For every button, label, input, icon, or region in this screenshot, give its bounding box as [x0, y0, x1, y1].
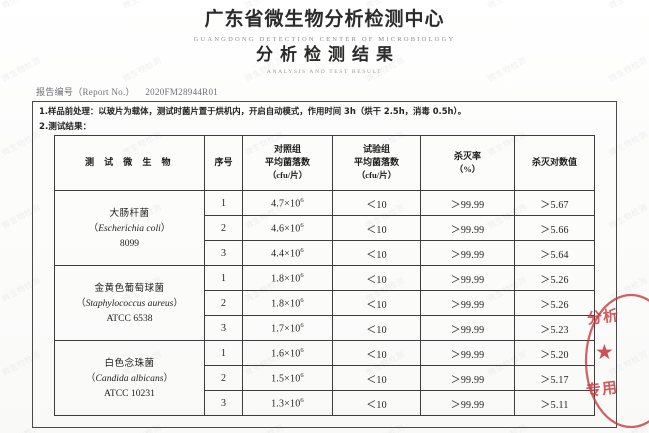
cell-seq: 3	[204, 315, 243, 341]
table-row: 3 4.4×106 ＜10 ＞99.99 ＞5.64	[55, 240, 595, 266]
cell-test-count: ＜10	[332, 340, 421, 366]
table-row: 3 1.7×106 ＜10 ＞99.99 ＞5.23	[55, 315, 595, 341]
col-header-kill-log: 杀灭对数值	[514, 135, 595, 191]
report-number-value: 2020FM28944R01	[145, 87, 219, 97]
col-header-kill-rate: 杀灭率 （%）	[420, 135, 515, 191]
cell-organism: 金黄色葡萄球菌 （Staphylococcus aureus） ATCC 6538	[54, 265, 205, 341]
cell-kill-rate: ＞99.99	[420, 390, 515, 416]
cell-kill-rate: ＞99.99	[420, 340, 515, 366]
cell-seq: 3	[204, 240, 243, 266]
table-row: 大肠杆菌 （Escherichia coli） 8099 1 4.7×106 ＜10 ＞99…	[54, 190, 595, 266]
table-header-row: 测 试 微 生 物 序号 对照组 平均菌落数 （cfu/片） 试验组 平均菌落数…	[54, 135, 595, 191]
cell-test-count: ＜10	[332, 240, 421, 266]
cell-seq: 2	[204, 290, 243, 316]
content-frame: 1.样品前处理：以玻片为载体，测试时菌片置于烘机内，开启自动模式，作用时间 3h…	[32, 101, 617, 428]
cell-test-count: ＜10	[332, 215, 421, 241]
organization-title: 广东省微生物分析检测中心	[204, 8, 445, 30]
cell-kill-log: ＞5.23	[514, 315, 595, 341]
organization-title-english: GUANGDONG DETECTION CENTER OF MICROBIOLO…	[193, 36, 456, 43]
cell-kill-rate: ＞99.99	[420, 315, 515, 341]
table-body: 大肠杆菌 （Escherichia coli） 8099 1 4.7×106 ＜10 ＞99…	[54, 190, 595, 416]
cell-control-count: 4.7×106	[242, 190, 333, 216]
cell-control-count: 1.3×106	[242, 390, 333, 416]
cell-control-count: 1.7×106	[242, 315, 333, 341]
cell-organism: 大肠杆菌 （Escherichia coli） 8099	[54, 190, 205, 266]
organism-strain: ATCC 10231	[104, 387, 155, 399]
cell-kill-log: ＞5.64	[514, 240, 595, 266]
page-title: 分析检测结果	[256, 45, 400, 65]
cell-seq: 1	[204, 340, 243, 366]
table-row: 3 1.3×106 ＜10 ＞99.99 ＞5.11	[55, 390, 595, 416]
cell-test-count: ＜10	[332, 365, 421, 391]
cell-kill-rate: ＞99.99	[420, 190, 515, 216]
note-test-results-heading: 2.测试结果：	[39, 122, 92, 132]
cell-test-count: ＜10	[332, 190, 421, 216]
cell-seq: 2	[204, 215, 243, 241]
cell-control-count: 1.8×106	[242, 290, 333, 316]
cell-test-count: ＜10	[332, 265, 421, 291]
cell-kill-rate: ＞99.99	[420, 290, 515, 316]
page-title-english: ANALYSIS AND TEST RESULT	[266, 69, 383, 75]
cell-control-count: 1.8×106	[242, 265, 333, 291]
organism-name-latin: （Staphylococcus aureus）	[75, 297, 184, 309]
report-number-label: 报告编号（Report No.）	[36, 87, 135, 97]
cell-kill-rate: ＞99.99	[420, 365, 515, 391]
cell-kill-log: ＞5.17	[514, 365, 595, 391]
col-header-test-group: 试验组 平均菌落数 （cfu/片）	[332, 135, 421, 191]
cell-kill-log: ＞5.11	[514, 390, 595, 416]
cell-kill-rate: ＞99.99	[420, 215, 515, 241]
cell-kill-log: ＞5.20	[514, 340, 595, 366]
organism-name-cn: 大肠杆菌	[109, 207, 150, 219]
cell-control-count: 4.4×106	[242, 240, 333, 266]
cell-seq: 3	[204, 390, 243, 416]
cell-seq: 2	[204, 365, 243, 391]
cell-control-count: 4.6×106	[242, 215, 333, 241]
cell-kill-rate: ＞99.99	[420, 265, 515, 291]
organism-strain: 8099	[119, 237, 140, 249]
cell-kill-rate: ＞99.99	[420, 240, 515, 266]
report-number: 报告编号（Report No.） 2020FM28944R01	[36, 85, 218, 98]
cell-control-count: 1.5×106	[242, 365, 333, 391]
cell-kill-log: ＞5.26	[514, 265, 595, 291]
col-header-organism: 测 试 微 生 物	[54, 135, 205, 191]
cell-test-count: ＜10	[332, 390, 421, 416]
organism-name-latin: （Escherichia coli）	[88, 222, 171, 234]
cell-kill-log: ＞5.66	[514, 215, 595, 241]
cell-test-count: ＜10	[332, 315, 421, 341]
cell-kill-log: ＞5.26	[514, 290, 595, 316]
organism-name-latin: （Candida albicans）	[85, 372, 174, 384]
cell-kill-log: ＞5.67	[514, 190, 595, 216]
cell-seq: 1	[204, 190, 243, 216]
document-header: 广东省微生物分析检测中心 GUANGDONG DETECTION CENTER …	[0, 0, 649, 75]
organism-strain: ATCC 6538	[106, 312, 153, 324]
organism-name-cn: 金黄色葡萄球菌	[94, 282, 165, 294]
table-row: 白色念珠菌 （Candida albicans） ATCC 10231 1 1.6×10…	[54, 340, 595, 416]
col-header-control-group: 对照组 平均菌落数 （cfu/片）	[242, 135, 333, 191]
col-header-seq: 序号	[204, 135, 243, 191]
cell-seq: 1	[204, 265, 243, 291]
cell-test-count: ＜10	[332, 290, 421, 316]
table-row: 金黄色葡萄球菌 （Staphylococcus aureus） ATCC 6538 1…	[54, 265, 595, 341]
test-results-table: 测 试 微 生 物 序号 对照组 平均菌落数 （cfu/片） 试验组 平均菌落数…	[54, 135, 595, 416]
cell-control-count: 1.6×106	[242, 340, 333, 366]
cell-organism: 白色念珠菌 （Candida albicans） ATCC 10231	[54, 340, 205, 416]
note-sample-pretreatment: 1.样品前处理：以玻片为载体，测试时菌片置于烘机内，开启自动模式，作用时间 3h…	[39, 106, 467, 116]
organism-name-cn: 白色念珠菌	[104, 357, 155, 369]
